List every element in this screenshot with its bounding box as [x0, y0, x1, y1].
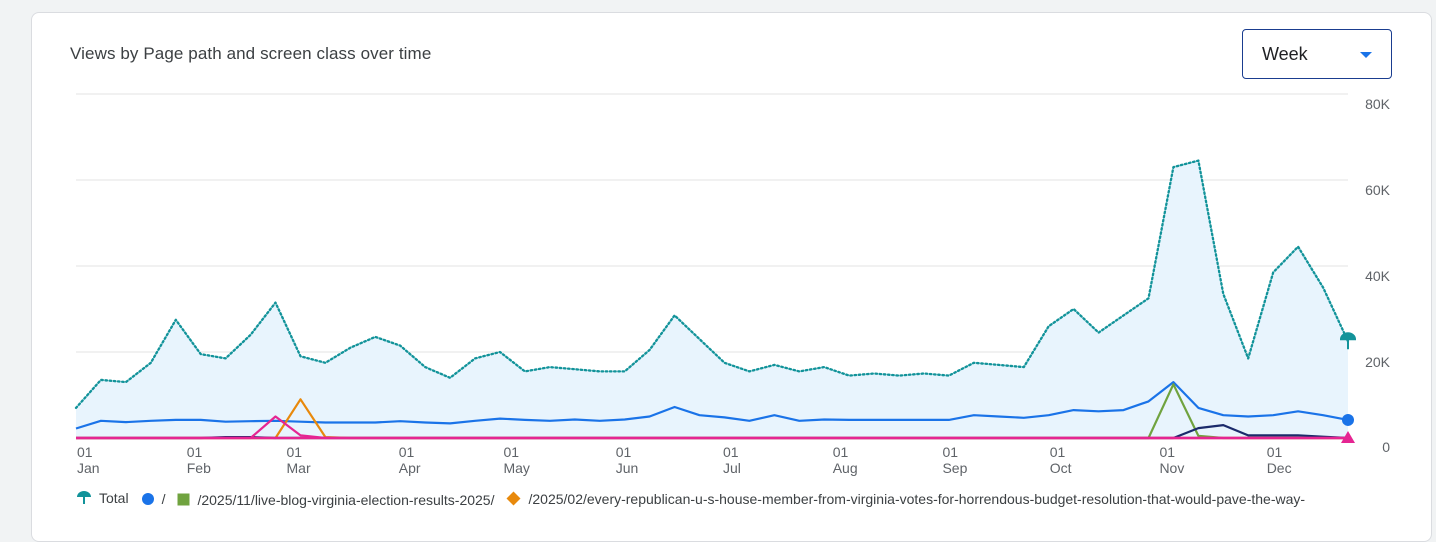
- series-end-marker-1: [1342, 413, 1354, 426]
- series-line-1: [75, 381, 1349, 430]
- x-tick-month: Oct: [1050, 460, 1072, 476]
- x-tick-month: Jun: [616, 460, 639, 476]
- x-tick-day: 01: [1159, 444, 1175, 460]
- y-tick-label: 40K: [1365, 268, 1391, 284]
- y-tick-label: 60K: [1365, 182, 1391, 198]
- series-end-marker-5: [1341, 431, 1355, 443]
- x-tick-month: May: [503, 460, 529, 476]
- x-tick-month: Dec: [1267, 460, 1292, 476]
- square-icon: [177, 493, 197, 506]
- x-tick-day: 01: [833, 444, 849, 460]
- chart-title: Views by Page path and screen class over…: [70, 44, 432, 63]
- legend-label: Total: [99, 490, 129, 506]
- period-dropdown-value: Week: [1262, 44, 1308, 64]
- legend-item[interactable]: /: [141, 491, 166, 507]
- line-chart: 80K60K40K20K001Jan01Feb01Mar01Apr01May01…: [74, 93, 1391, 476]
- x-tick-month: Sep: [942, 460, 967, 476]
- y-tick-label: 0: [1382, 439, 1390, 455]
- x-tick-month: Mar: [287, 460, 311, 476]
- diamond-icon: [506, 491, 528, 506]
- x-tick-month: Jul: [723, 460, 741, 476]
- x-tick-day: 01: [187, 444, 203, 460]
- legend-item[interactable]: Total: [76, 490, 129, 506]
- circle-icon: [141, 492, 162, 506]
- chart-legend: Total / /2025/11/live-blog-virginia-electi…: [76, 490, 1396, 514]
- x-tick-day: 01: [1267, 444, 1283, 460]
- x-tick-day: 01: [942, 444, 958, 460]
- x-tick-day: 01: [503, 444, 519, 460]
- y-tick-label: 80K: [1365, 96, 1391, 112]
- x-tick-day: 01: [1050, 444, 1066, 460]
- x-tick-month: Feb: [187, 460, 211, 476]
- legend-label: /2025/11/live-blog-virginia-election-res…: [197, 491, 495, 508]
- series-line-0: [74, 159, 1350, 410]
- x-tick-day: 01: [616, 444, 632, 460]
- legend-item[interactable]: /2025/02/every-republican-u-s-house-memb…: [506, 491, 1305, 507]
- pin-icon: [76, 490, 99, 506]
- legend-label: /2025/02/every-republican-u-s-house-memb…: [528, 490, 1306, 507]
- x-tick-month: Nov: [1159, 460, 1184, 476]
- caret-down-icon: [1360, 52, 1372, 58]
- period-dropdown[interactable]: Week: [1242, 29, 1392, 79]
- x-tick-day: 01: [723, 444, 739, 460]
- x-tick-day: 01: [77, 444, 93, 460]
- series-end-marker-0: [1339, 332, 1357, 350]
- x-tick-month: Aug: [833, 460, 858, 476]
- x-tick-month: Apr: [399, 460, 421, 476]
- y-tick-label: 20K: [1365, 354, 1391, 370]
- x-tick-month: Jan: [77, 460, 100, 476]
- legend-item[interactable]: /2025/11/live-blog-virginia-election-res…: [177, 492, 494, 508]
- x-tick-day: 01: [287, 444, 303, 460]
- x-tick-day: 01: [399, 444, 415, 460]
- legend-label: /: [161, 491, 166, 507]
- series-area-total: [76, 160, 1348, 438]
